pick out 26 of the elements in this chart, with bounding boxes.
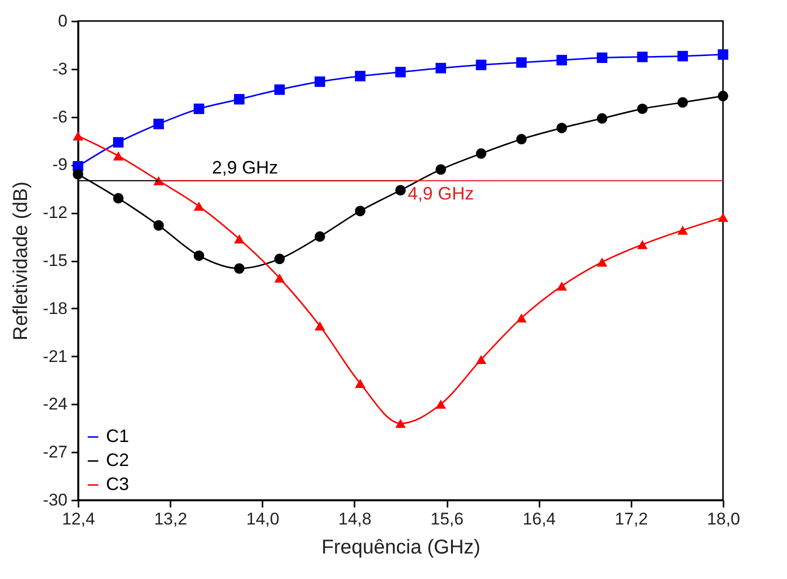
y-tick-label: -3	[52, 59, 68, 78]
x-tick-label: 13,2	[154, 510, 188, 528]
y-tick-label: 0	[58, 12, 68, 30]
annotation: 2,9 GHz	[212, 158, 278, 178]
annotation: 4,9 GHz	[408, 184, 474, 204]
y-tick-label: -18	[42, 298, 68, 318]
y-tick-label: -6	[52, 107, 68, 126]
y-tick-label: -30	[42, 490, 68, 510]
x-tick-label: 14,0	[246, 510, 280, 528]
y-tick-label: -12	[42, 203, 68, 222]
x-axis-title: Frequência (GHz)	[322, 536, 480, 558]
legend-label: C2	[106, 450, 130, 470]
legend-label: C3	[106, 474, 130, 494]
y-tick-label: -24	[42, 394, 68, 414]
x-tick-label: 12,4	[62, 510, 96, 528]
y-tick-label: -9	[52, 155, 68, 174]
legend-label: C1	[106, 426, 130, 446]
x-tick-label: 16,4	[522, 510, 556, 528]
y-tick-label: -27	[42, 442, 68, 462]
x-tick-label: 14,8	[338, 510, 372, 528]
y-tick-label: -15	[42, 251, 68, 270]
y-tick-label: -21	[42, 346, 68, 366]
x-tick-label: 15,6	[430, 510, 464, 528]
y-axis-title: Refletividade (dB)	[10, 182, 32, 340]
x-tick-label: 18,0	[706, 510, 740, 528]
x-tick-label: 17,2	[614, 510, 648, 528]
